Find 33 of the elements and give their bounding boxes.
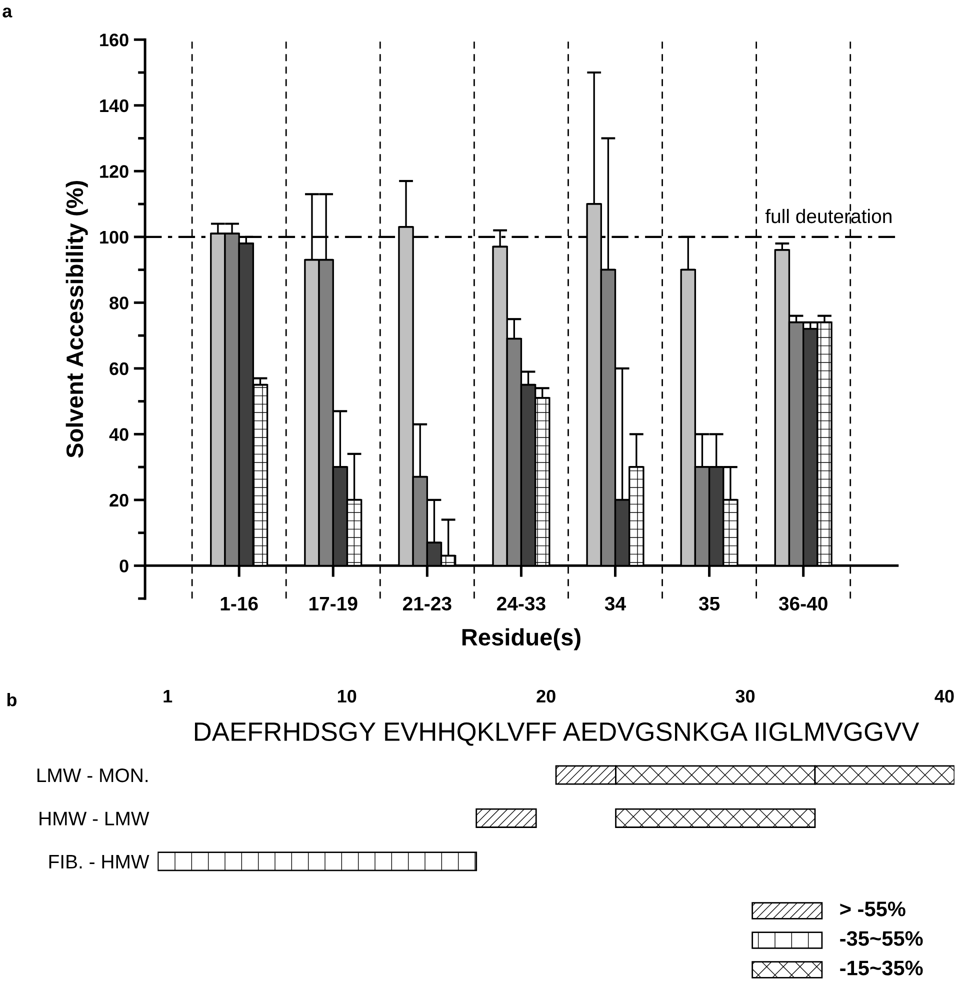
y-tick-label: 100 [100,230,128,244]
text: b [7,693,17,706]
legend-label: -15~35% [840,960,923,976]
y-tick-label: 160 [100,34,128,46]
y-tick-label: 40 [109,428,128,441]
text: DAEFRHDSGY EVHHQKLVFF AEDVGSNKGA IIGLMVGGVV [194,722,920,746]
x-tick-label: 21-23 [402,596,452,611]
y-tick-label: 0 [120,560,128,572]
x-tick-label: 20 [536,690,556,703]
x-tick-label: 17-19 [309,596,358,611]
legend-label: > -55% [840,902,906,916]
x-tick-label: 10 [338,690,356,703]
y-tick-label: 80 [110,296,128,310]
x-tick-label: 24-33 [497,596,546,611]
x-tick-label: 30 [736,690,755,703]
x-tick-label: 34 [604,596,626,611]
x-tick-label: 35 [698,596,720,611]
y-axis-title: Solvent Accessibility (%) [66,180,88,458]
x-tick-label: 1-16 [220,596,258,611]
x-tick-label: 40 [934,690,954,703]
legend-label: -35~55% [840,931,923,946]
y-tick-label: 20 [110,494,128,507]
y-tick-label: 60 [110,362,128,376]
y-tick-label: HMW - LMW [40,812,150,826]
x-axis-title: Residue(s) [462,628,580,650]
y-tick-label: 120 [100,165,128,178]
y-tick-label: LMW - MON. [37,768,148,782]
text: a [2,8,12,18]
ref-line-label: full deuteration [765,208,892,224]
x-tick-label: 1 [164,690,172,702]
y-tick-label: 140 [100,99,128,112]
y-tick-label: FIB. - HMW [49,855,150,868]
x-tick-label: 36-40 [778,596,828,611]
